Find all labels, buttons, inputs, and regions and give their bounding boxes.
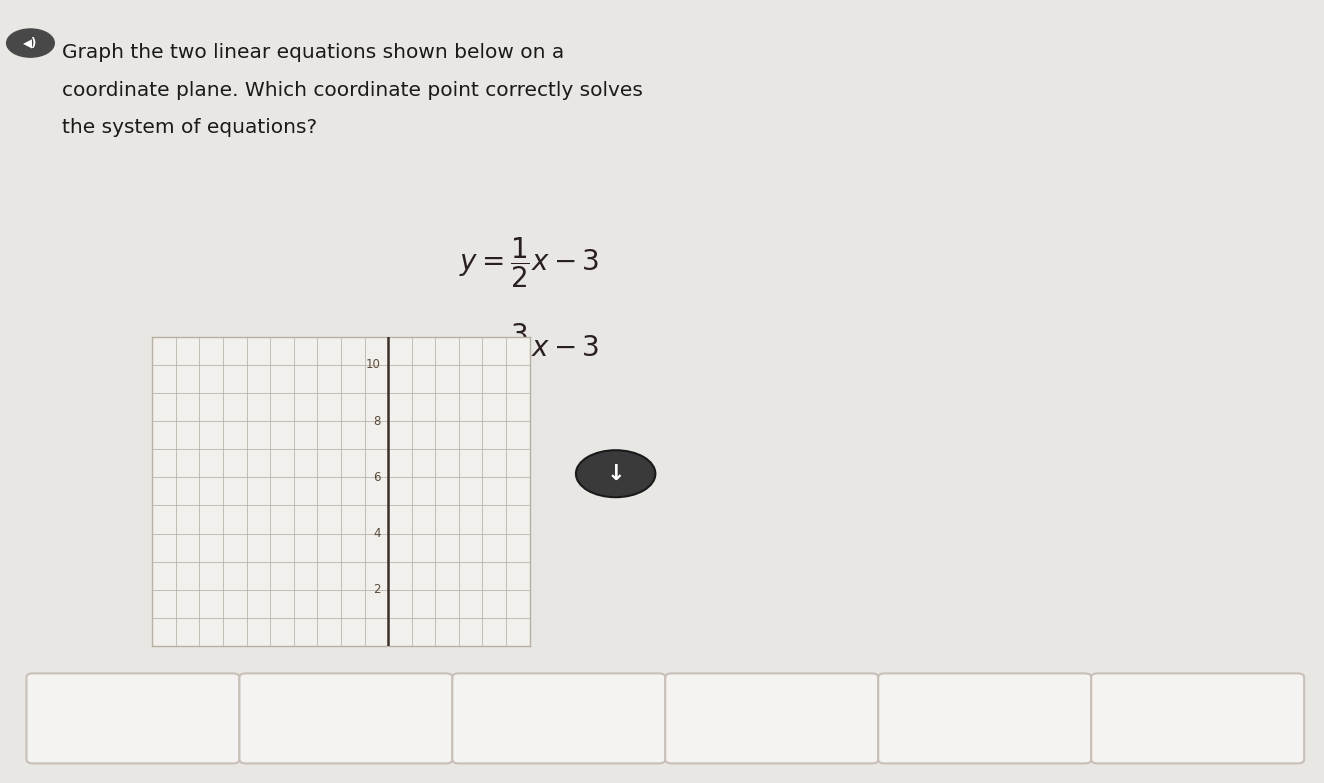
- Text: the system of equations?: the system of equations?: [62, 118, 318, 137]
- Text: $y = \dfrac{3}{6}x - 3$: $y = \dfrac{3}{6}x - 3$: [459, 321, 600, 376]
- Text: 6: 6: [373, 471, 381, 484]
- Circle shape: [7, 29, 54, 57]
- Text: Infinite solutions: Infinite solutions: [912, 709, 1057, 727]
- Text: (2, 2): (2, 2): [536, 709, 583, 727]
- Text: ↓: ↓: [606, 464, 625, 484]
- Text: 10: 10: [367, 359, 381, 371]
- Circle shape: [576, 450, 655, 497]
- Text: Graph the two linear equations shown below on a: Graph the two linear equations shown bel…: [62, 43, 564, 62]
- Text: (3, 1): (3, 1): [748, 709, 794, 727]
- Text: $y = \dfrac{1}{2}x - 3$: $y = \dfrac{1}{2}x - 3$: [459, 235, 600, 290]
- Text: ◀): ◀): [24, 37, 37, 49]
- Text: 8: 8: [373, 414, 381, 428]
- Text: (2, -2): (2, -2): [106, 709, 159, 727]
- Text: 2: 2: [373, 583, 381, 596]
- Text: (4, -1): (4, -1): [319, 709, 372, 727]
- Text: coordinate plane. Which coordinate point correctly solves: coordinate plane. Which coordinate point…: [62, 81, 643, 99]
- Text: No solutions: No solutions: [1144, 709, 1251, 727]
- Text: 4: 4: [373, 527, 381, 540]
